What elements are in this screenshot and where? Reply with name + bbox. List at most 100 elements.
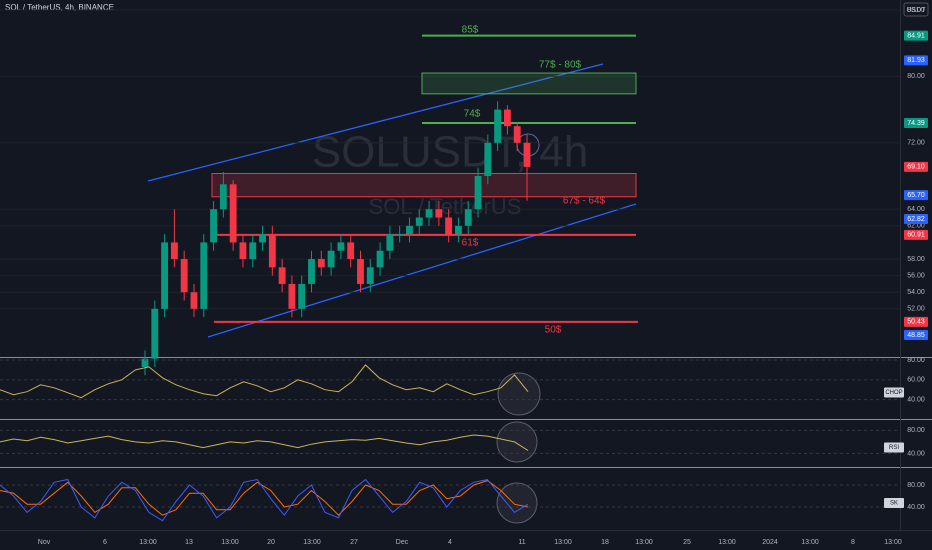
x-tick-label: 13:00 [139,539,157,546]
highlight [496,482,538,524]
candle-body [288,283,296,309]
currency[interactable]: USDT [906,7,926,14]
candle-body [484,142,492,177]
pane-label: SK [890,501,898,507]
candle-body [239,242,247,260]
y-tick-label: 52.00 [907,306,925,313]
pane-label: RSI [889,445,899,451]
candle-body [494,109,502,143]
candle-body [180,259,188,293]
y-tick-label: 40.00 [907,397,925,404]
candle-body [455,225,462,235]
x-tick-label: 11 [518,539,525,546]
candle-body [406,225,413,235]
candle-body [445,217,453,235]
price-tag-label: 50.43 [907,319,925,326]
candle-body [249,242,257,260]
x-tick-label: 25 [683,539,691,546]
x-tick-label: 13:00 [554,539,572,546]
price-tag-label: 81.93 [907,57,925,64]
candle-body [278,267,286,284]
highlight [496,421,538,463]
x-tick-label: 27 [350,539,358,546]
price-tag-label: 62.82 [907,216,925,223]
x-tick-label: 2024 [762,539,778,546]
candle-body [474,176,482,210]
x-tick-label: 13:00 [718,539,736,546]
indicator-line [0,480,529,516]
y-tick-label: 72.00 [907,140,925,147]
price-tag [904,214,928,225]
y-tick-label: 54.00 [907,289,925,296]
price-tag [904,55,928,66]
y-tick-label: 80.00 [907,482,925,489]
candle-body [268,234,276,268]
x-tick-label: 4 [448,539,452,546]
y-tick-label: 40.00 [907,504,925,511]
candle-body [170,242,178,260]
candle-body [308,259,315,284]
candle-body [229,184,237,243]
y-tick-label: 80.00 [907,357,925,364]
price-tag [904,161,928,172]
candle-body [435,209,443,218]
candle-body [523,142,531,167]
x-tick-label: 13:00 [884,539,902,546]
x-tick-label: 20 [267,539,275,546]
x-tick-label: 13:00 [303,539,321,546]
indicator-line [0,434,529,451]
indicator-line [0,364,529,399]
y-tick-label: 40.00 [907,450,925,457]
x-tick-label: 13:00 [801,539,819,546]
price-tag-label: 84.91 [907,32,925,39]
price-tag-label: 69.10 [907,164,925,171]
candle-body [366,267,374,284]
pane-label: CHOP [885,390,902,396]
channel-upper [147,63,604,182]
y-tick-label: 56.00 [907,272,925,279]
candle-body [513,126,521,143]
watermark-sub: SOL / TetherUS [369,194,522,219]
price-tag-label: 48.85 [907,332,925,339]
candle-body [415,217,423,226]
y-tick-label: 80.00 [907,427,925,434]
price-tag [904,190,928,201]
pane-label-box [884,442,904,453]
y-tick-label: 64.00 [907,206,925,213]
level-label: 50$ [545,325,562,336]
pane-label-box [884,387,904,398]
candle-body [396,234,404,236]
x-tick-label: 13:00 [635,539,653,546]
y-tick-label: 62.00 [907,223,925,230]
candle-body [464,209,472,226]
price-tag-label: 65.70 [907,192,925,199]
candle-body [200,242,208,309]
candle-body [141,358,149,367]
zone [211,173,637,198]
candle-body [298,283,306,309]
price-tag [904,229,928,240]
price-tag [904,316,928,327]
pane-label-box [884,498,904,508]
currency-box[interactable] [903,2,929,17]
candle-body [161,242,169,309]
indicator-line [0,478,529,522]
candle-body [259,234,266,243]
price-tag-label: 60.91 [907,232,925,239]
x-tick-label: 13 [185,539,193,546]
watermark: SOLUSDT, 4h [312,128,588,177]
candle-body [357,259,364,284]
x-tick-label: 13:00 [221,539,239,546]
candle-body [317,259,325,268]
y-tick-label: 88.00 [907,7,925,14]
zone-label: 67$ - 64$ [563,196,606,207]
candle-body [219,184,227,210]
highlight [497,372,541,416]
zone-label: 77$ - 80$ [539,60,582,71]
level-label: 61$ [462,238,479,249]
x-tick-label: Nov [38,539,51,546]
level-label: 74$ [464,109,481,120]
zone [421,72,637,95]
